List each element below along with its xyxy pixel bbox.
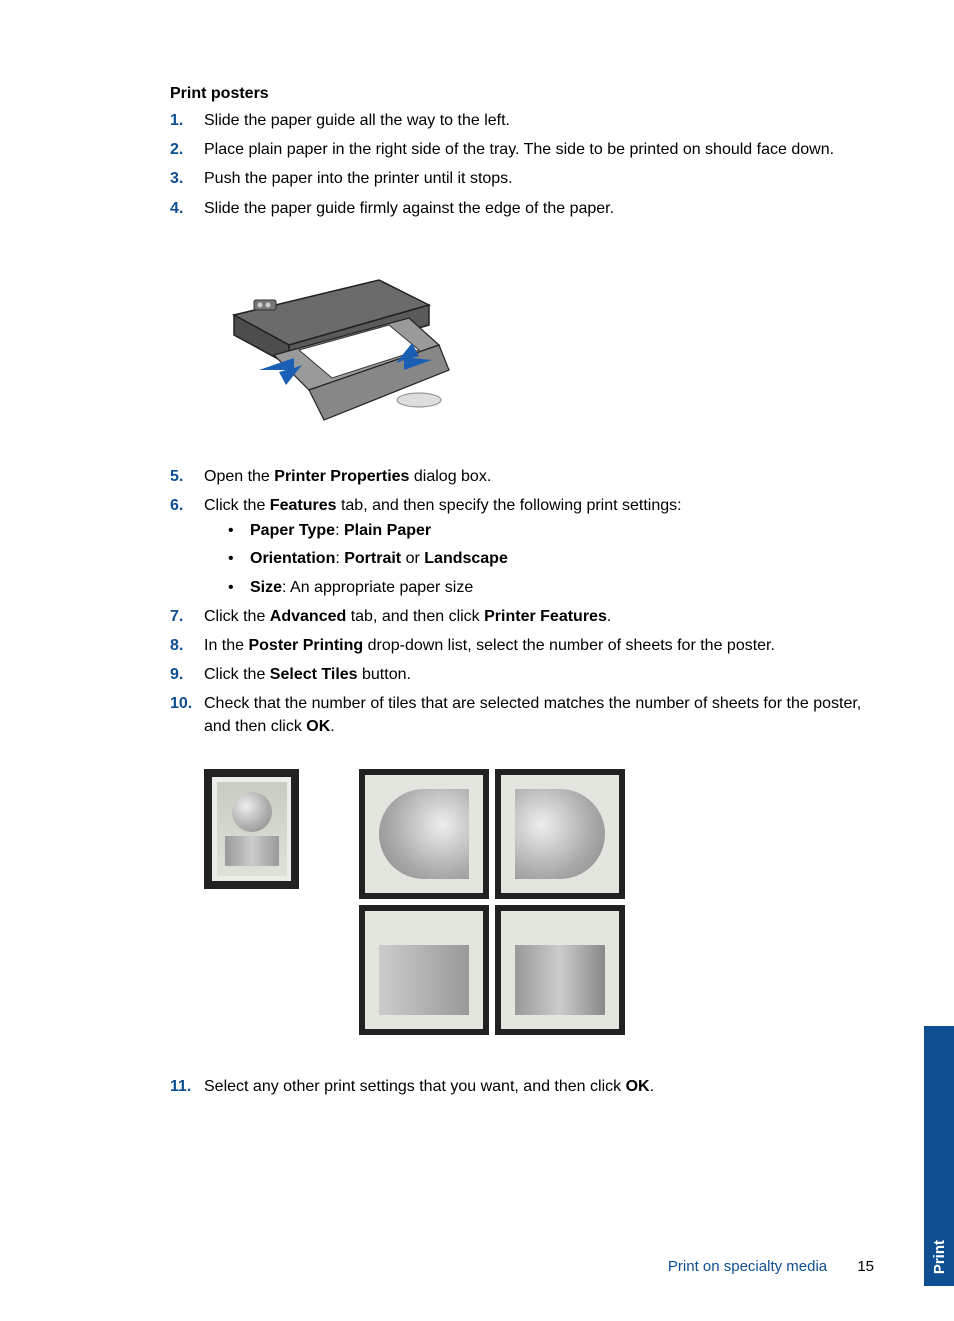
step-text: In the Poster Printing drop-down list, s… <box>204 637 775 654</box>
step-1: 1. Slide the paper guide all the way to … <box>170 109 864 132</box>
poster-tile <box>495 905 625 1035</box>
step-4: 4. Slide the paper guide firmly against … <box>170 197 864 220</box>
step-text: Click the Select Tiles button. <box>204 666 411 683</box>
step-text: Click the Features tab, and then specify… <box>204 497 682 514</box>
globe-icon <box>232 792 272 832</box>
bullet-paper-type: •Paper Type: Plain Paper <box>228 519 864 542</box>
page-footer: Print on specialty media 15 <box>668 1258 874 1275</box>
poster-tiles-figure <box>204 769 864 1035</box>
step-number: 5. <box>170 465 183 488</box>
step-6: 6. Click the Features tab, and then spec… <box>170 494 864 599</box>
side-tab-label: Print <box>931 1240 948 1274</box>
bullet-orientation: •Orientation: Portrait or Landscape <box>228 547 864 570</box>
footer-page-number: 15 <box>857 1258 874 1275</box>
step-10: 10. Check that the number of tiles that … <box>170 692 864 738</box>
poster-tile <box>359 769 489 899</box>
step-number: 2. <box>170 138 183 161</box>
steps-list-cont: 5. Open the Printer Properties dialog bo… <box>170 465 864 739</box>
step-11: 11. Select any other print settings that… <box>170 1075 864 1098</box>
step-number: 4. <box>170 197 183 220</box>
step-7: 7. Click the Advanced tab, and then clic… <box>170 605 864 628</box>
step-number: 10. <box>170 692 192 715</box>
poster-tile <box>359 905 489 1035</box>
step-text: Open the Printer Properties dialog box. <box>204 468 491 485</box>
step-number: 8. <box>170 634 183 657</box>
bullet-dot-icon: • <box>228 547 234 570</box>
step-number: 9. <box>170 663 183 686</box>
step-text: Click the Advanced tab, and then click P… <box>204 608 611 625</box>
step-text: Place plain paper in the right side of t… <box>204 141 834 158</box>
printer-icon <box>204 250 464 430</box>
bullet-dot-icon: • <box>228 519 234 542</box>
step-number: 1. <box>170 109 183 132</box>
step-number: 7. <box>170 605 183 628</box>
step-9: 9. Click the Select Tiles button. <box>170 663 864 686</box>
bullet-list: •Paper Type: Plain Paper •Orientation: P… <box>228 519 864 599</box>
bullet-dot-icon: • <box>228 576 234 599</box>
step-text: Push the paper into the printer until it… <box>204 170 513 187</box>
step-number: 3. <box>170 167 183 190</box>
step-8: 8. In the Poster Printing drop-down list… <box>170 634 864 657</box>
steps-list: 1. Slide the paper guide all the way to … <box>170 109 864 220</box>
poster-tile-grid <box>359 769 625 1035</box>
step-text: Select any other print settings that you… <box>204 1078 654 1095</box>
printer-figure <box>204 250 864 435</box>
poster-single-frame <box>204 769 299 889</box>
footer-section-link[interactable]: Print on specialty media <box>668 1258 827 1275</box>
chapter-side-tab: Print <box>924 1026 954 1286</box>
step-number: 11. <box>170 1075 191 1098</box>
step-number: 6. <box>170 494 183 517</box>
bullet-size: •Size: An appropriate paper size <box>228 576 864 599</box>
people-icon <box>225 836 279 866</box>
step-3: 3. Push the paper into the printer until… <box>170 167 864 190</box>
steps-list-final: 11. Select any other print settings that… <box>170 1075 864 1098</box>
step-2: 2. Place plain paper in the right side o… <box>170 138 864 161</box>
step-text: Check that the number of tiles that are … <box>204 695 861 735</box>
step-text: Slide the paper guide all the way to the… <box>204 112 510 129</box>
step-text: Slide the paper guide firmly against the… <box>204 200 614 217</box>
poster-tile <box>495 769 625 899</box>
step-5: 5. Open the Printer Properties dialog bo… <box>170 465 864 488</box>
section-heading: Print posters <box>170 85 864 103</box>
